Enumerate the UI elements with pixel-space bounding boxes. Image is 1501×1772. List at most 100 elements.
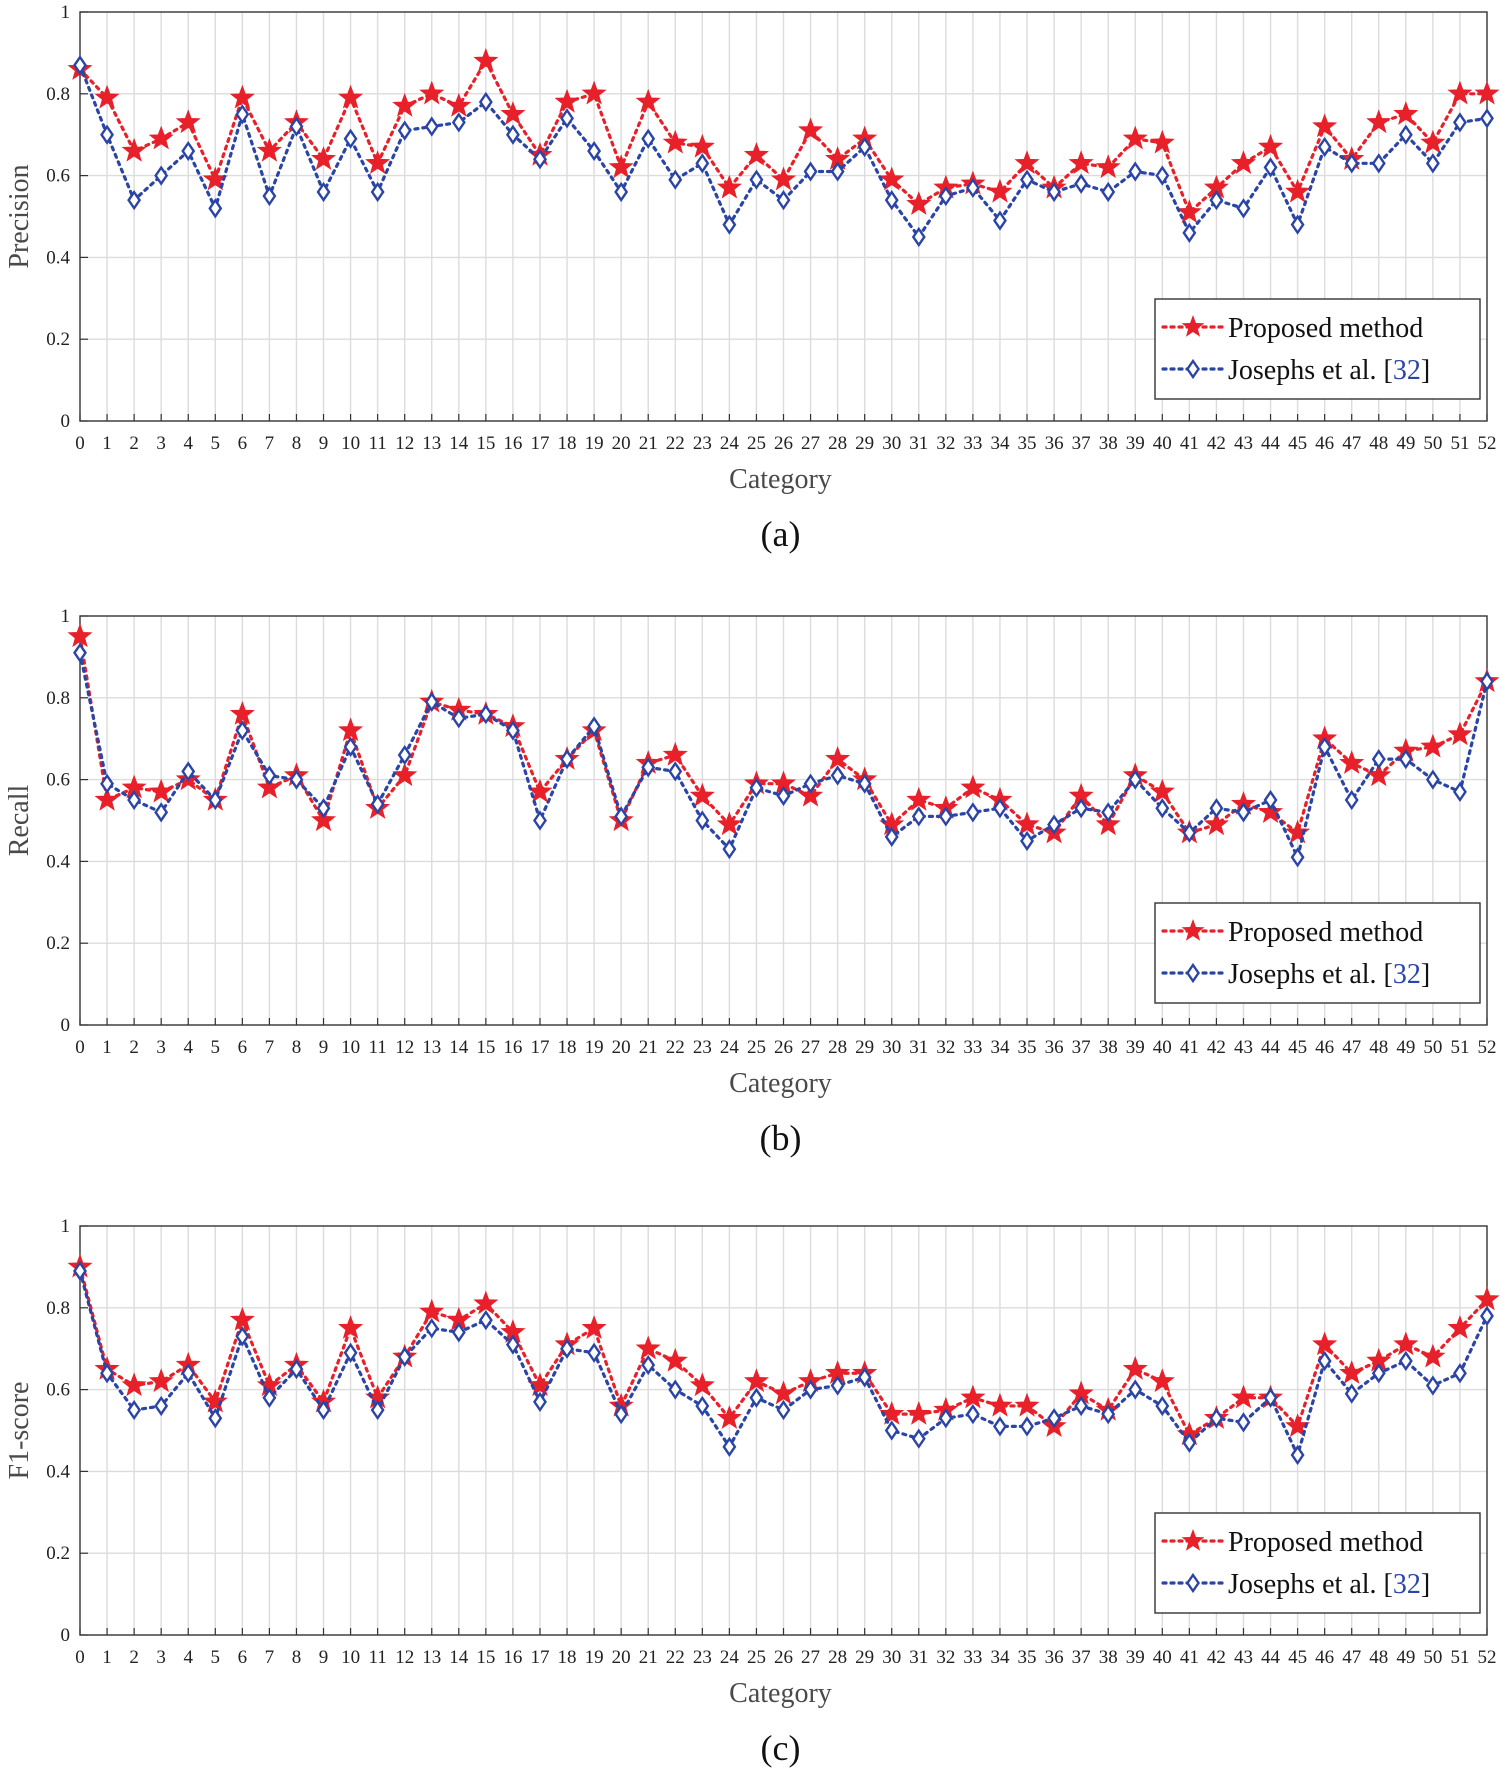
diamond-marker xyxy=(505,124,520,145)
x-tick-label: 43 xyxy=(1234,1647,1253,1668)
star-marker xyxy=(1068,150,1094,174)
star-marker xyxy=(743,1368,769,1393)
diamond-marker xyxy=(749,1387,764,1408)
x-tick-label: 25 xyxy=(747,1037,766,1058)
star-marker xyxy=(662,741,688,766)
x-tick-label: 7 xyxy=(265,433,275,454)
x-tick-label: 48 xyxy=(1369,1647,1388,1668)
diamond-marker xyxy=(1425,153,1440,174)
x-tick-label: 3 xyxy=(156,433,166,454)
star-marker xyxy=(1339,1360,1365,1384)
citation-ref: 32 xyxy=(1393,959,1421,990)
x-tick-label: 9 xyxy=(319,1037,329,1058)
chart-panel-2: 00.20.40.60.810 1 2 3 4 5 6 7 8 9 10 11 12 13 14 15 16 17… xyxy=(4,606,1500,1158)
star-marker xyxy=(148,125,174,150)
x-tick-label: 43 xyxy=(1234,433,1253,454)
x-tick-label: 12 xyxy=(395,1037,414,1058)
star-marker xyxy=(1420,129,1446,154)
x-tick-label: 2 xyxy=(129,1037,139,1058)
x-tick-label: 11 xyxy=(368,1647,386,1668)
diamond-marker xyxy=(857,773,872,794)
y-tick-label: 0.2 xyxy=(46,329,70,350)
y-axis-title: Recall xyxy=(4,785,35,857)
diamond-marker xyxy=(560,108,574,129)
x-tick-label: 12 xyxy=(395,1647,414,1668)
diamond-marker xyxy=(1480,1305,1494,1327)
series-line xyxy=(78,59,1489,215)
diamond-marker xyxy=(1182,822,1197,843)
diamond-marker xyxy=(965,802,980,823)
x-tick-label: 7 xyxy=(265,1647,275,1668)
x-tick-label: 2 xyxy=(129,1647,139,1668)
star-marker xyxy=(1230,150,1256,174)
x-tick-label: 10 xyxy=(341,1647,360,1668)
diamond-marker xyxy=(370,794,385,815)
diamond-marker xyxy=(884,190,899,211)
star-marker xyxy=(1420,1343,1446,1368)
diamond-marker xyxy=(235,720,250,741)
star-marker xyxy=(825,745,851,770)
star-marker xyxy=(1447,721,1473,746)
x-tick-label: 32 xyxy=(936,1037,955,1058)
diamond-marker xyxy=(1425,1375,1440,1396)
diamond-marker xyxy=(993,798,1007,819)
diamond-marker xyxy=(478,91,493,113)
x-tick-label: 31 xyxy=(909,433,928,454)
diamond-marker xyxy=(1452,781,1467,802)
legend: Proposed method Josephs et al. [32] xyxy=(1154,1512,1481,1614)
diamond-marker xyxy=(884,826,899,847)
x-tick-label: 37 xyxy=(1072,1647,1091,1668)
diamond-marker xyxy=(1047,1408,1062,1429)
diamond-marker xyxy=(695,153,710,174)
x-tick-label: 42 xyxy=(1207,1647,1226,1668)
star-marker xyxy=(960,774,986,799)
x-tick-label: 14 xyxy=(449,1037,469,1058)
diamond-marker xyxy=(289,769,304,790)
star-marker xyxy=(879,166,905,191)
star-marker xyxy=(1014,150,1040,174)
x-tick-label: 17 xyxy=(530,1647,549,1668)
diamond-marker xyxy=(1371,749,1386,770)
star-marker xyxy=(229,1306,255,1331)
diamond-marker xyxy=(397,1346,412,1367)
x-tick-label: 45 xyxy=(1288,1647,1307,1668)
diamond-marker xyxy=(181,1363,196,1384)
x-tick-label: 1 xyxy=(102,1647,112,1668)
x-tick-label: 43 xyxy=(1234,1037,1253,1058)
diamond-marker xyxy=(424,691,439,713)
star-marker xyxy=(581,80,607,105)
star-marker xyxy=(94,786,120,811)
star-marker xyxy=(338,84,364,109)
star-marker xyxy=(1447,1315,1473,1339)
diamond-marker xyxy=(830,765,845,786)
diamond-marker xyxy=(749,169,764,190)
star-marker xyxy=(392,762,418,787)
panel-caption: (c) xyxy=(761,1728,801,1768)
diamond-marker xyxy=(884,1420,899,1441)
x-tick-label: 18 xyxy=(558,1647,577,1668)
diamond-marker xyxy=(208,789,223,811)
star-marker xyxy=(662,129,688,154)
panel-caption: (a) xyxy=(761,514,801,554)
diamond-marker xyxy=(181,140,196,162)
diamond-marker xyxy=(1371,153,1386,174)
star-marker xyxy=(338,717,364,742)
x-tick-label: 16 xyxy=(503,433,522,454)
star-marker xyxy=(1474,80,1500,105)
star-marker xyxy=(1149,129,1175,154)
y-tick-label: 0.4 xyxy=(46,851,70,872)
x-tick-label: 37 xyxy=(1072,433,1091,454)
x-tick-label: 27 xyxy=(801,433,820,454)
star-marker xyxy=(148,1368,174,1393)
diamond-marker xyxy=(668,1379,683,1400)
diamond-marker xyxy=(235,1326,250,1347)
diamond-marker xyxy=(560,749,574,770)
x-tick-label: 19 xyxy=(585,1647,604,1668)
x-tick-label: 44 xyxy=(1261,1647,1281,1668)
x-tick-label: 5 xyxy=(211,1037,221,1058)
diamond-marker xyxy=(1398,1350,1413,1372)
series-josephs xyxy=(73,55,1494,248)
x-tick-label: 38 xyxy=(1099,1037,1118,1058)
gridlines xyxy=(80,616,1487,1025)
diamond-marker xyxy=(370,181,385,203)
